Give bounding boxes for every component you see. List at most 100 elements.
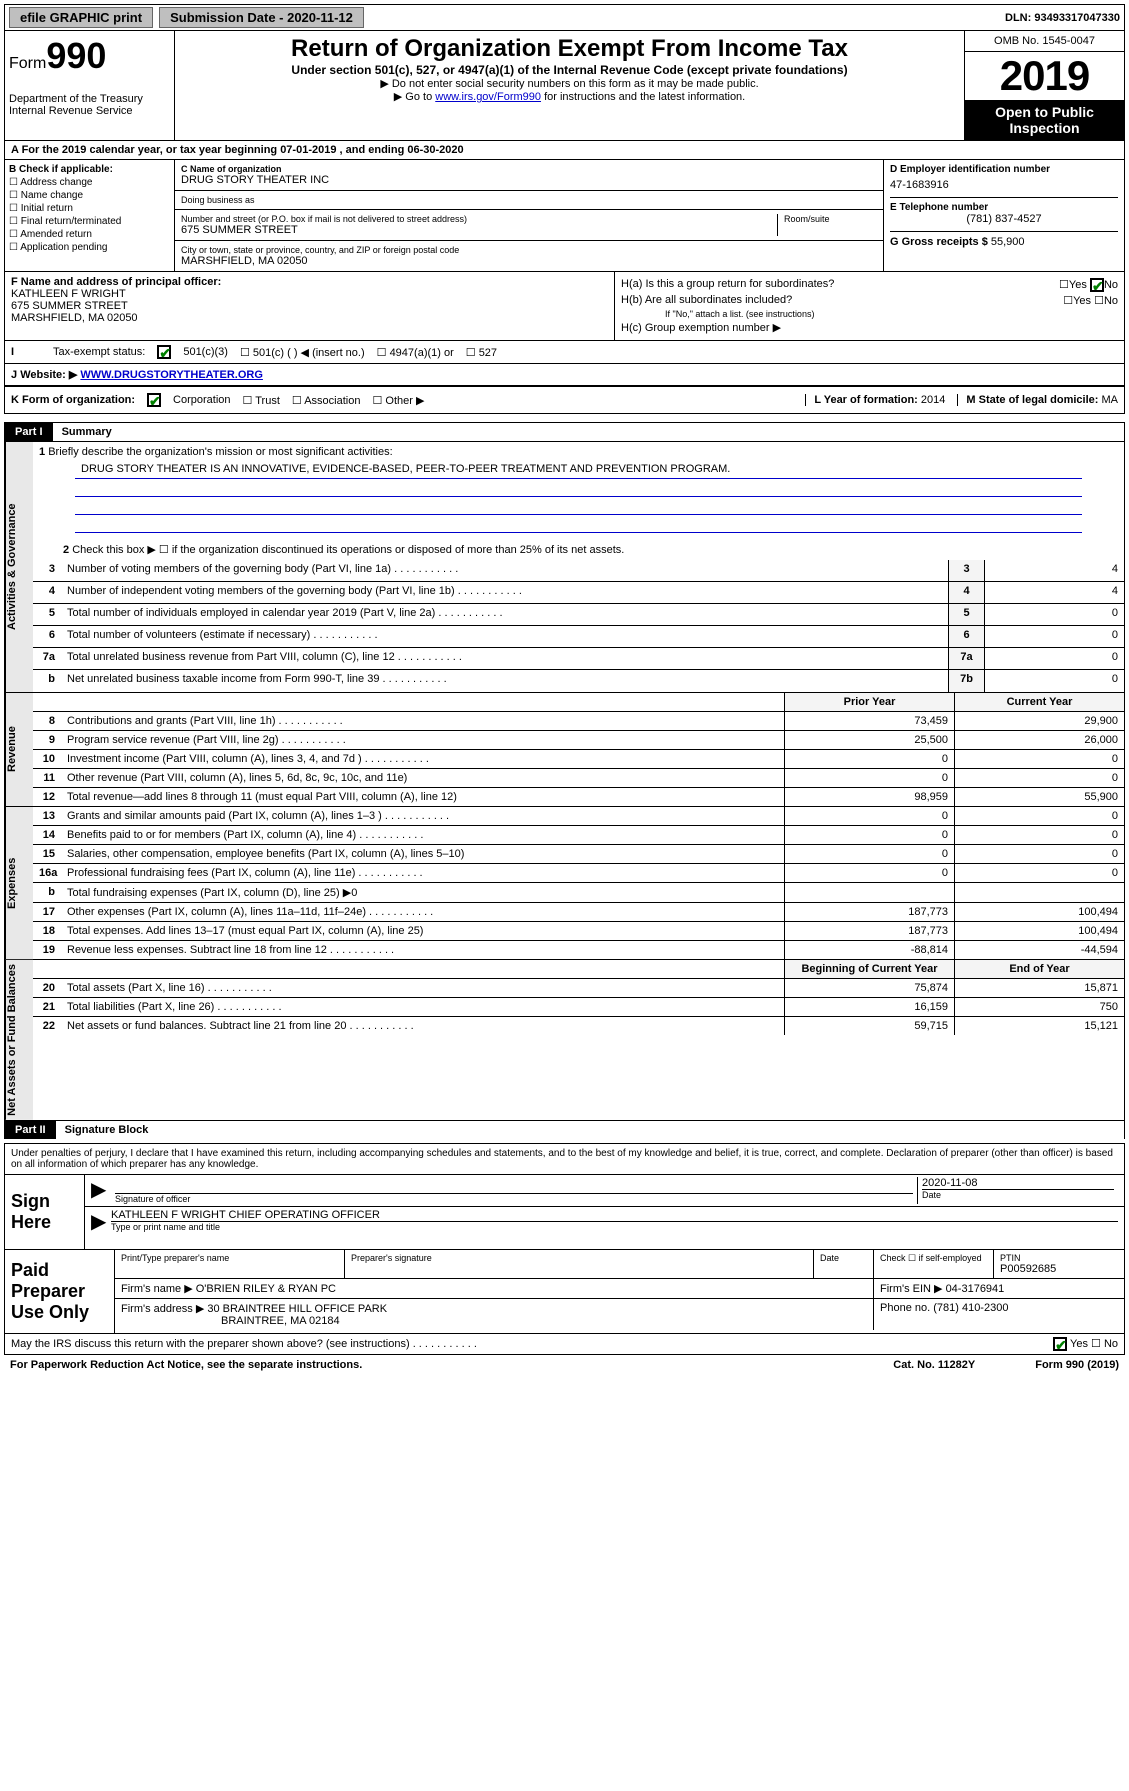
arrow-icon-2: ▶ [91,1209,111,1234]
prep-phone-label: Phone no. [880,1302,930,1314]
discuss-no[interactable]: No [1104,1338,1118,1350]
check-corporation[interactable] [147,393,161,407]
ha-yes[interactable]: Yes [1069,279,1087,291]
v7a: 0 [984,648,1124,669]
q3: Number of voting members of the governin… [61,560,948,581]
check-amended-return[interactable]: ☐ Amended return [9,229,170,240]
room-label: Room/suite [777,214,877,236]
r22: Net assets or fund balances. Subtract li… [61,1017,784,1035]
opt-corp: Corporation [173,394,230,406]
year-formation: 2014 [921,394,945,406]
r8p: 73,459 [784,712,954,730]
q1-text: Briefly describe the organization's miss… [48,446,392,458]
prep-date-label: Date [814,1250,874,1278]
check-address-change[interactable]: ☐ Address change [9,177,170,188]
check-501c3[interactable] [157,345,171,359]
box-b-checkboxes: B Check if applicable: ☐ Address change … [5,160,175,271]
q7a: Total unrelated business revenue from Pa… [61,648,948,669]
prep-name-label: Print/Type preparer's name [115,1250,345,1278]
form-footer: Form 990 (2019) [1035,1359,1119,1371]
opt-assoc[interactable]: Association [304,395,360,407]
check-final-return[interactable]: ☐ Final return/terminated [9,216,170,227]
period-row: A For the 2019 calendar year, or tax yea… [4,140,1125,160]
website-link[interactable]: WWW.DRUGSTORYTHEATER.ORG [80,369,263,381]
domicile-label: M State of legal domicile: [966,394,1098,406]
check-application-pending[interactable]: ☐ Application pending [9,242,170,253]
phone-label: E Telephone number [890,202,1118,213]
v7b: 0 [984,670,1124,692]
officer-label: F Name and address of principal officer: [11,276,608,288]
goto-prefix: ▶ Go to [394,91,435,103]
ha-no: No [1104,279,1118,291]
note-goto: ▶ Go to www.irs.gov/Form990 for instruct… [183,90,956,103]
officer-name-title: KATHLEEN F WRIGHT CHIEF OPERATING OFFICE… [111,1209,1118,1222]
hb-yes[interactable]: Yes [1073,295,1091,307]
side-expenses: Expenses [5,807,33,959]
sign-here-label: Sign Here [5,1175,85,1249]
form-990-label: Form990 [9,35,170,77]
dba-label: Doing business as [181,195,877,205]
name-label: C Name of organization [181,164,877,174]
hdr-begin: Beginning of Current Year [784,960,954,978]
check-initial-return[interactable]: ☐ Initial return [9,203,170,214]
officer-addr1: 675 SUMMER STREET [11,300,608,312]
hdr-end: End of Year [954,960,1124,978]
self-emp-label[interactable]: Check ☐ if self-employed [874,1250,994,1278]
r11p: 0 [784,769,954,787]
opt-other[interactable]: Other ▶ [385,395,424,407]
hb-no[interactable]: No [1104,295,1118,307]
year-formation-label: L Year of formation: [814,394,918,406]
discuss-yes-check[interactable] [1053,1337,1067,1351]
arrow-icon: ▶ [91,1177,111,1204]
street-label: Number and street (or P.O. box if mail i… [181,214,777,224]
sig-date-label: Date [922,1189,1114,1200]
r18: Total expenses. Add lines 13–17 (must eq… [61,922,784,940]
r15c: 0 [954,845,1124,863]
prep-sig-label: Preparer's signature [345,1250,814,1278]
ptin-value: P00592685 [1000,1263,1118,1275]
open-to-public: Open to Public Inspection [965,100,1124,140]
dln-text: DLN: 93493317047330 [1005,12,1120,24]
r16ac: 0 [954,864,1124,882]
mission-text: DRUG STORY THEATER IS AN INNOVATIVE, EVI… [75,460,1082,479]
opt-501c3: 501(c)(3) [183,346,228,358]
form-word: Form [9,55,46,72]
omb-number: OMB No. 1545-0047 [965,31,1124,52]
opt-527[interactable]: 527 [479,347,497,359]
r21p: 16,159 [784,998,954,1016]
r15p: 0 [784,845,954,863]
efile-button[interactable]: efile GRAPHIC print [9,7,153,28]
website-row: J Website: ▶ WWW.DRUGSTORYTHEATER.ORG [4,364,1125,387]
note-ssn: ▶ Do not enter social security numbers o… [183,77,956,90]
domicile: MA [1102,394,1119,406]
v3: 4 [984,560,1124,581]
r22p: 59,715 [784,1017,954,1035]
firm-ein-label: Firm's EIN ▶ [880,1283,943,1295]
opt-trust[interactable]: Trust [255,395,280,407]
v4: 4 [984,582,1124,603]
submission-date-button[interactable]: Submission Date - 2020-11-12 [159,7,364,28]
tax-year: 2019 [965,52,1124,100]
r22c: 15,121 [954,1017,1124,1035]
r10: Investment income (Part VIII, column (A)… [61,750,784,768]
discuss-text: May the IRS discuss this return with the… [11,1338,477,1350]
r12c: 55,900 [954,788,1124,806]
q2-text: Check this box ▶ ☐ if the organization d… [72,544,624,556]
r16bp [784,883,954,902]
tax-exempt-row: I Tax-exempt status: 501(c)(3) ☐ 501(c) … [4,341,1125,364]
r17: Other expenses (Part IX, column (A), lin… [61,903,784,921]
hdr-current: Current Year [954,693,1124,711]
r17p: 187,773 [784,903,954,921]
irs-link[interactable]: www.irs.gov/Form990 [435,91,541,103]
ha-no-check[interactable] [1090,278,1104,292]
opt-4947[interactable]: 4947(a)(1) or [390,347,454,359]
r14p: 0 [784,826,954,844]
part-i-title: Summary [56,423,118,441]
r9p: 25,500 [784,731,954,749]
subtitle: Under section 501(c), 527, or 4947(a)(1)… [183,63,956,77]
opt-501c[interactable]: 501(c) ( ) ◀ (insert no.) [253,347,365,359]
check-name-change[interactable]: ☐ Name change [9,190,170,201]
r8: Contributions and grants (Part VIII, lin… [61,712,784,730]
phone-value: (781) 837-4527 [890,213,1118,225]
discuss-yes: Yes [1070,1338,1088,1350]
